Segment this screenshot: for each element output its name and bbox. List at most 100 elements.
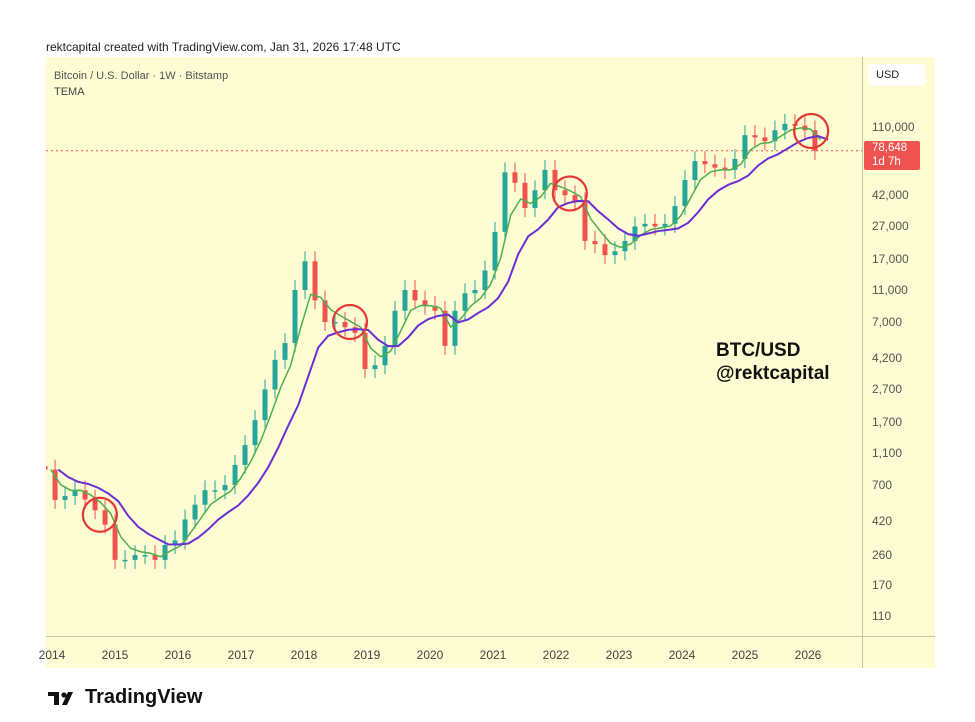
candle (512, 172, 518, 183)
candle (682, 180, 688, 207)
candle (552, 169, 558, 191)
x-tick-label: 2019 (353, 648, 381, 662)
candle (642, 223, 648, 227)
candle (202, 490, 208, 505)
candle (702, 161, 708, 165)
plot-area (46, 112, 862, 569)
candle (222, 484, 228, 491)
y-tick-label: 110,000 (872, 120, 915, 134)
candle (112, 524, 118, 560)
candle (532, 190, 538, 209)
candle (292, 290, 298, 344)
candle (612, 251, 618, 256)
y-tick-label: 420 (872, 514, 893, 529)
candle (482, 270, 488, 290)
x-tick-label: 2018 (290, 648, 318, 662)
candle (472, 290, 478, 294)
candle (632, 226, 638, 241)
candle (322, 300, 328, 322)
candle (672, 206, 678, 224)
y-tick-label: 11,000 (872, 283, 908, 297)
candle (262, 389, 268, 421)
annotation-circle (551, 175, 588, 212)
y-tick-label: 2,700 (872, 382, 903, 397)
x-tick-label: 2022 (542, 648, 570, 662)
candle (362, 332, 368, 370)
candle (192, 504, 198, 520)
candle (182, 519, 188, 541)
tema-slow-line (57, 135, 829, 546)
candle (772, 130, 778, 142)
tradingview-logo-icon (48, 691, 73, 705)
candle (812, 130, 818, 151)
y-tick-label: 42,000 (872, 188, 909, 203)
candle (52, 469, 58, 500)
x-tick-label: 2015 (101, 648, 129, 662)
candle (162, 544, 168, 560)
candle (172, 540, 178, 545)
candle (652, 223, 658, 227)
annotation-circle (793, 112, 830, 150)
y-tick-label: 4,200 (872, 351, 903, 366)
candle (592, 240, 598, 245)
last-price-value: 78,648 (872, 142, 908, 154)
candle (492, 231, 498, 271)
watermark-author: @rektcapital (716, 363, 830, 384)
candle (142, 555, 148, 557)
chart-panel[interactable] (46, 57, 935, 668)
candle (742, 135, 748, 159)
watermark-pair: BTC/USD (716, 340, 801, 361)
candle (432, 305, 438, 311)
tradingview-logo: TradingView (48, 686, 202, 709)
candle (502, 172, 508, 232)
caption: rektcapital created with TradingView.com… (46, 40, 401, 54)
candle (692, 161, 698, 181)
candle (242, 445, 248, 465)
candle (332, 321, 338, 324)
symbol-title[interactable]: Bitcoin / U.S. Dollar · 1W · Bitstamp (54, 70, 229, 82)
currency-button[interactable]: USD (868, 64, 926, 86)
candle (752, 135, 758, 138)
candle (712, 164, 718, 168)
candle (542, 169, 548, 191)
candle (272, 359, 278, 390)
candle (372, 365, 378, 370)
candle (122, 559, 128, 562)
x-tick-label: 2017 (227, 648, 255, 662)
candle (46, 466, 48, 470)
candle (572, 195, 578, 203)
x-tick-label: 2024 (668, 648, 696, 662)
y-tick-label: 170 (872, 578, 893, 593)
candle (402, 290, 408, 311)
candle (412, 290, 418, 301)
annotation-circle (81, 496, 118, 533)
candle (132, 555, 138, 560)
indicator-label[interactable]: TEMA (54, 86, 85, 98)
price-axis-border (862, 57, 863, 668)
x-tick-label: 2016 (164, 648, 192, 662)
candle (312, 261, 318, 301)
candle (422, 300, 428, 306)
candle (302, 261, 308, 290)
candle (582, 202, 588, 241)
candle (442, 310, 448, 346)
candle (762, 137, 768, 142)
candle (722, 167, 728, 170)
candle (342, 321, 348, 328)
candle (152, 555, 158, 560)
time-axis-border (46, 636, 935, 637)
x-tick-label: 2014 (38, 648, 66, 662)
candle (72, 490, 78, 496)
last-price-tag: 78,648 1d 7h (864, 141, 920, 170)
candle (382, 345, 388, 366)
annotation-circle (331, 303, 369, 341)
x-tick-label: 2020 (416, 648, 444, 662)
x-tick-label: 2023 (605, 648, 633, 662)
y-tick-label: 700 (872, 477, 893, 492)
logo-text: TradingView (85, 686, 203, 708)
candle (452, 310, 458, 346)
candle (462, 293, 468, 311)
candle (732, 158, 738, 170)
